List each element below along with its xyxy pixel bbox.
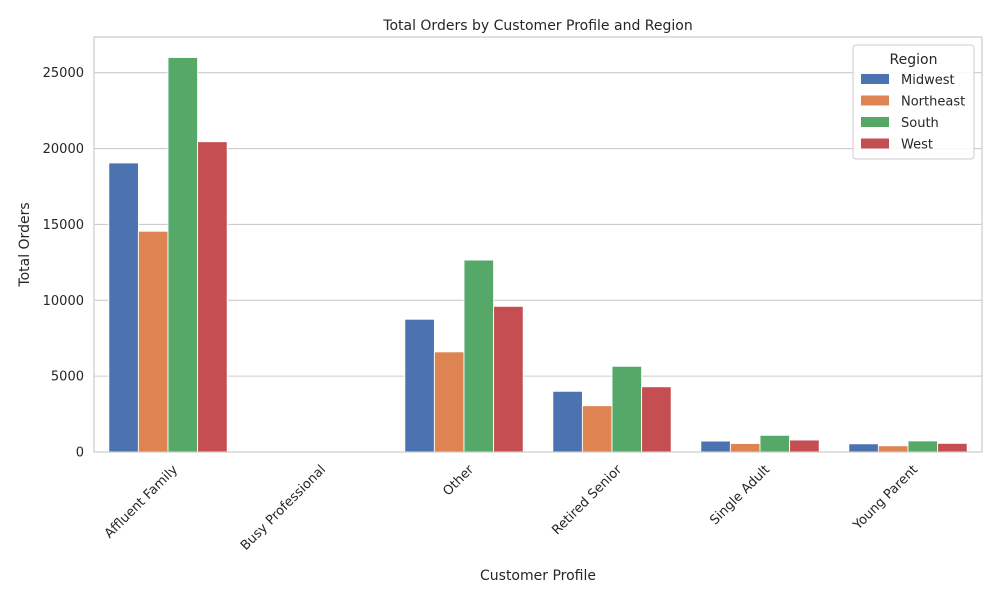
bar-west-0 bbox=[197, 141, 228, 453]
bar-south-3 bbox=[611, 365, 643, 453]
bar-midwest-3 bbox=[552, 390, 583, 453]
bars bbox=[108, 57, 968, 453]
bar-south-0 bbox=[167, 57, 199, 453]
x-tick-label: Other bbox=[440, 462, 477, 499]
x-tick-group: Young Parent bbox=[850, 462, 921, 533]
x-tick-label: Single Adult bbox=[707, 462, 773, 528]
x-tick-label: Young Parent bbox=[850, 462, 921, 533]
x-tick-labels: Affluent Family Busy Professional Other Ret… bbox=[102, 462, 921, 554]
plot-frame bbox=[93, 36, 983, 453]
chart-title: Total Orders by Customer Profile and Reg… bbox=[382, 18, 692, 34]
x-tick-label: Retired Senior bbox=[549, 462, 625, 538]
legend-label-south: South bbox=[901, 116, 939, 131]
y-tick-labels: 0 5000 10000 15000 20000 25000 bbox=[43, 66, 84, 460]
plot-background bbox=[94, 37, 982, 452]
legend-box bbox=[852, 44, 975, 160]
x-tick-group: Retired Senior bbox=[549, 462, 625, 538]
y-tick-label: 25000 bbox=[43, 66, 84, 81]
legend-title: Region bbox=[890, 52, 938, 68]
bar-northeast-3 bbox=[581, 405, 613, 453]
legend-swatch-south bbox=[861, 117, 889, 127]
x-tick-label: Affluent Family bbox=[102, 462, 181, 541]
bar-west-3 bbox=[641, 386, 672, 453]
legend-swatch-midwest bbox=[861, 74, 889, 84]
x-axis-label: Customer Profile bbox=[480, 568, 596, 584]
bar-northeast-2 bbox=[433, 351, 465, 453]
bar-midwest-2 bbox=[404, 318, 435, 453]
y-tick-label: 0 bbox=[76, 446, 84, 461]
x-tick-group: Single Adult bbox=[707, 462, 773, 528]
bar-south-4 bbox=[759, 434, 791, 453]
legend-items: Midwest Northeast South West bbox=[861, 73, 965, 153]
legend-swatch-west bbox=[861, 138, 889, 149]
legend-label-northeast: Northeast bbox=[901, 95, 965, 110]
legend: Region Midwest Northeast South West bbox=[852, 44, 975, 160]
x-tick-group: Busy Professional bbox=[238, 462, 329, 553]
x-tick-group: Affluent Family bbox=[102, 462, 181, 541]
x-tick-label: Busy Professional bbox=[238, 462, 329, 553]
legend-swatch-northeast bbox=[861, 95, 889, 106]
bar-south-5 bbox=[907, 440, 939, 453]
legend-label-midwest: Midwest bbox=[901, 73, 955, 88]
y-axis-label: Total Orders bbox=[17, 202, 33, 287]
bar-midwest-5 bbox=[848, 443, 879, 453]
bar-northeast-0 bbox=[137, 230, 169, 453]
bar-northeast-4 bbox=[729, 443, 761, 453]
bar-midwest-0 bbox=[108, 162, 139, 453]
legend-label-west: West bbox=[901, 138, 933, 153]
bar-south-2 bbox=[463, 259, 495, 453]
bar-northeast-5 bbox=[877, 445, 909, 453]
grid-lines bbox=[94, 72, 982, 377]
y-tick-label: 10000 bbox=[43, 294, 84, 309]
bar-west-2 bbox=[493, 305, 524, 453]
bar-west-5 bbox=[937, 442, 968, 453]
x-tick-group: Other bbox=[440, 462, 477, 499]
y-tick-label: 5000 bbox=[51, 370, 84, 385]
y-tick-label: 15000 bbox=[43, 218, 84, 233]
bar-midwest-4 bbox=[700, 440, 731, 453]
bar-west-4 bbox=[789, 439, 820, 453]
y-tick-label: 20000 bbox=[43, 142, 84, 157]
